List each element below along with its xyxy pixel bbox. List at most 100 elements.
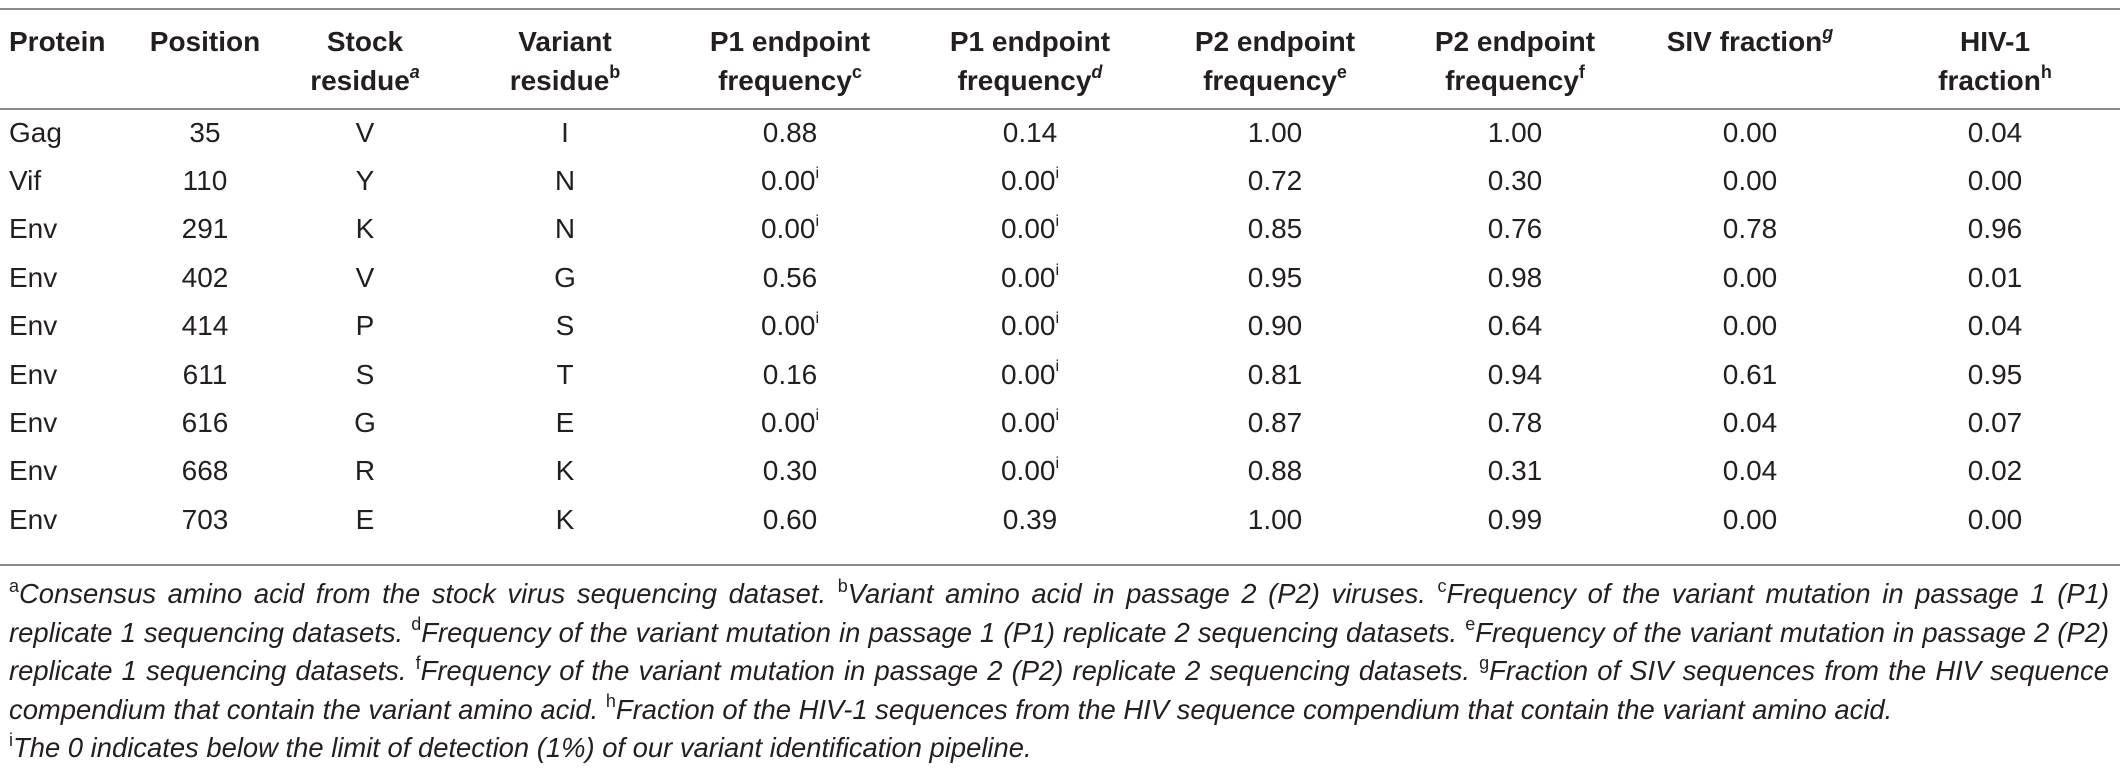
footnote-marker: f — [415, 652, 421, 673]
variant-residue-cell-value: G — [554, 261, 576, 293]
p1-rep2-frequency-cell: 0.39 — [910, 495, 1150, 543]
variant-residue-cell: K — [460, 495, 670, 543]
variant-residue-cell: T — [460, 350, 670, 398]
p2-rep1-frequency-cell: 0.88 — [1150, 447, 1400, 495]
header-row: Protein Position Stock residuea Variant resid… — [0, 10, 2120, 108]
position-cell: 402 — [140, 253, 270, 301]
table-row: Env 291 K N 0.00i 0.00i 0.85 0.76 0.78 0.96 — [0, 205, 2120, 253]
position-cell: 668 — [140, 447, 270, 495]
column-header: Variant residueb — [460, 10, 670, 108]
siv-fraction-cell-value: 0.00 — [1722, 503, 1778, 535]
p1-rep1-frequency-cell-value: 0.00 — [760, 310, 816, 342]
p2-rep2-frequency-cell-value: 0.78 — [1487, 407, 1543, 439]
p1-rep1-frequency-cell: 0.30 — [670, 447, 910, 495]
top-rule — [0, 8, 2120, 10]
siv-fraction-cell-value: 0.04 — [1722, 407, 1778, 439]
footnote-marker: d — [1091, 61, 1103, 82]
position-cell: 110 — [140, 156, 270, 204]
footnote-text: Variant amino acid in passage 2 (P2) vir… — [847, 578, 1426, 609]
protein-cell-value: Env — [9, 503, 58, 535]
p1-rep1-frequency-cell-value: 0.60 — [762, 503, 818, 535]
protein-cell: Vif — [0, 156, 140, 204]
footnote-text: Frequency of the variant mutation in pas… — [9, 616, 2109, 687]
bottom-rule — [0, 564, 2120, 566]
hiv1-fraction-cell-value: 0.96 — [1967, 213, 2023, 245]
footnote-marker: i — [1055, 455, 1060, 473]
siv-fraction-cell-value: 0.00 — [1722, 310, 1778, 342]
position-cell: 291 — [140, 205, 270, 253]
p1-rep2-frequency-cell-value: 0.00 — [1000, 407, 1056, 439]
p2-rep1-frequency-cell-value: 0.90 — [1247, 310, 1303, 342]
footnote-marker: i — [815, 164, 820, 182]
footnote-marker: a — [409, 61, 420, 82]
stock-residue-cell: K — [270, 205, 460, 253]
p1-rep1-frequency-cell: 0.00i — [670, 156, 910, 204]
hiv1-fraction-cell: 0.04 — [1870, 302, 2120, 350]
p1-rep2-frequency-cell: 0.00i — [910, 447, 1150, 495]
p1-rep2-frequency-cell: 0.00i — [910, 302, 1150, 350]
position-cell-value: 668 — [181, 455, 229, 487]
table-row: Vif 110 Y N 0.00i 0.00i 0.72 0.30 0.00 0.00 — [0, 156, 2120, 204]
column-header-line2: frequency — [1203, 65, 1337, 96]
position-cell: 414 — [140, 302, 270, 350]
p2-rep2-frequency-cell-value: 1.00 — [1487, 116, 1543, 148]
p1-rep1-frequency-cell-value: 0.00 — [760, 165, 816, 197]
siv-fraction-cell: 0.04 — [1630, 398, 1870, 446]
p2-rep2-frequency-cell-value: 0.31 — [1487, 455, 1543, 487]
position-cell: 611 — [140, 350, 270, 398]
protein-cell-value: Env — [9, 455, 58, 487]
footnote-marker: g — [1822, 22, 1834, 43]
column-header-line2: frequency — [957, 65, 1092, 96]
p1-rep1-frequency-cell: 0.16 — [670, 350, 910, 398]
p2-rep1-frequency-cell: 1.00 — [1150, 495, 1400, 543]
column-header-line1: P2 endpoint — [1434, 26, 1596, 57]
p2-rep1-frequency-cell-value: 0.87 — [1247, 407, 1303, 439]
protein-cell-value: Vif — [9, 165, 42, 197]
variant-residue-cell-value: T — [556, 358, 574, 390]
position-cell: 616 — [140, 398, 270, 446]
siv-fraction-cell: 0.00 — [1630, 302, 1870, 350]
siv-fraction-cell: 0.04 — [1630, 447, 1870, 495]
siv-fraction-cell-value: 0.00 — [1722, 116, 1778, 148]
footnote-text: The 0 indicates below the limit of detec… — [13, 732, 1032, 763]
p2-rep2-frequency-cell: 0.30 — [1400, 156, 1630, 204]
variant-residue-cell: E — [460, 398, 670, 446]
p1-rep2-frequency-cell-value: 0.00 — [1000, 213, 1056, 245]
column-header-line1: SIV fraction — [1666, 26, 1823, 57]
footnote-marker: a — [9, 575, 20, 596]
footnote-marker: i — [815, 213, 820, 231]
footnote-marker: d — [411, 614, 422, 635]
column-header-line1: Variant — [518, 26, 612, 57]
siv-fraction-cell-value: 0.61 — [1722, 358, 1778, 390]
hiv1-fraction-cell-value: 0.95 — [1967, 358, 2023, 390]
position-cell-value: 35 — [189, 116, 221, 148]
p1-rep2-frequency-cell: 0.14 — [910, 108, 1150, 156]
column-header: SIV fractiong — [1630, 10, 1870, 108]
table-body: Gag 35 V I 0.88 0.14 1.00 1.00 0.00 0.04 Vif 110 Y N 0… — [0, 108, 2120, 544]
table-row: Env 402 V G 0.56 0.00i 0.95 0.98 0.00 0.01 — [0, 253, 2120, 301]
footnotes: aConsensus amino acid from the stock vir… — [9, 575, 2109, 768]
hiv1-fraction-cell-value: 0.02 — [1967, 455, 2023, 487]
p2-rep1-frequency-cell: 1.00 — [1150, 108, 1400, 156]
p2-rep1-frequency-cell: 0.72 — [1150, 156, 1400, 204]
p1-rep2-frequency-cell: 0.00i — [910, 253, 1150, 301]
p2-rep1-frequency-cell-value: 1.00 — [1247, 503, 1303, 535]
siv-fraction-cell: 0.00 — [1630, 108, 1870, 156]
stock-residue-cell: P — [270, 302, 460, 350]
variant-residue-cell-value: N — [554, 165, 576, 197]
p2-rep2-frequency-cell-value: 0.64 — [1487, 310, 1543, 342]
footnote-marker: e — [1336, 61, 1347, 82]
column-header-line1: P1 endpoint — [949, 26, 1111, 57]
siv-fraction-cell-value: 0.00 — [1722, 261, 1778, 293]
stock-residue-cell: E — [270, 495, 460, 543]
stock-residue-cell: R — [270, 447, 460, 495]
siv-fraction-cell-value: 0.78 — [1722, 213, 1778, 245]
p2-rep1-frequency-cell-value: 0.72 — [1247, 165, 1303, 197]
p1-rep2-frequency-cell-value: 0.00 — [1000, 310, 1056, 342]
protein-cell-value: Env — [9, 310, 58, 342]
footnote-text: Fraction of the HIV-1 sequences from the… — [615, 693, 1893, 725]
position-cell-value: 291 — [181, 213, 229, 245]
stock-residue-cell-value: K — [355, 213, 375, 245]
variant-residue-cell: K — [460, 447, 670, 495]
